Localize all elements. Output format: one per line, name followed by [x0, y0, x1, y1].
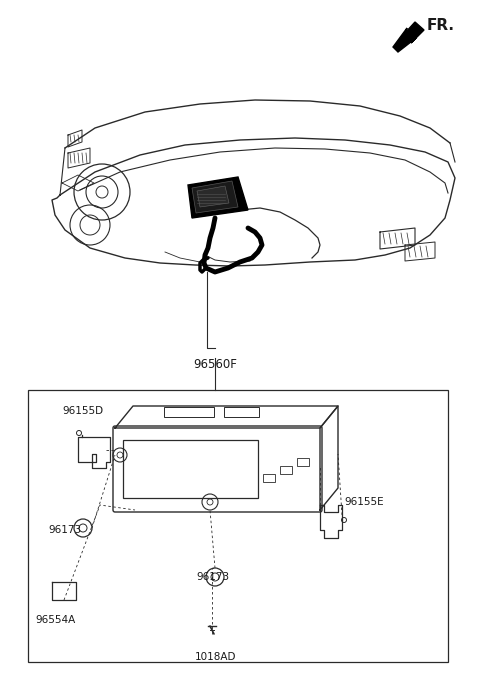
Bar [164, 407, 214, 417]
Bar [224, 407, 259, 417]
Bar [297, 458, 309, 466]
Text: FR.: FR. [427, 18, 455, 33]
Text: 1018AD: 1018AD [195, 652, 237, 662]
Bar [280, 466, 292, 474]
Polygon shape [188, 177, 248, 218]
Bar [263, 474, 275, 482]
Bar [28, 390, 448, 662]
Polygon shape [197, 186, 229, 207]
Text: 96155E: 96155E [344, 497, 384, 507]
Polygon shape [393, 22, 424, 52]
Text: 96155D: 96155D [62, 406, 103, 416]
Text: 96173: 96173 [48, 525, 81, 535]
Text: 96554A: 96554A [35, 615, 75, 625]
Polygon shape [192, 181, 238, 213]
Bar [123, 440, 258, 498]
Text: 96560F: 96560F [193, 358, 237, 371]
Text: 96173: 96173 [196, 572, 229, 582]
